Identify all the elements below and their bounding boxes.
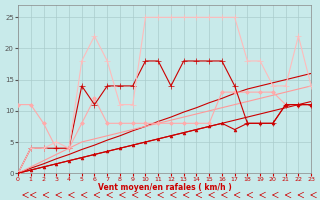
X-axis label: Vent moyen/en rafales ( km/h ): Vent moyen/en rafales ( km/h ): [98, 183, 231, 192]
